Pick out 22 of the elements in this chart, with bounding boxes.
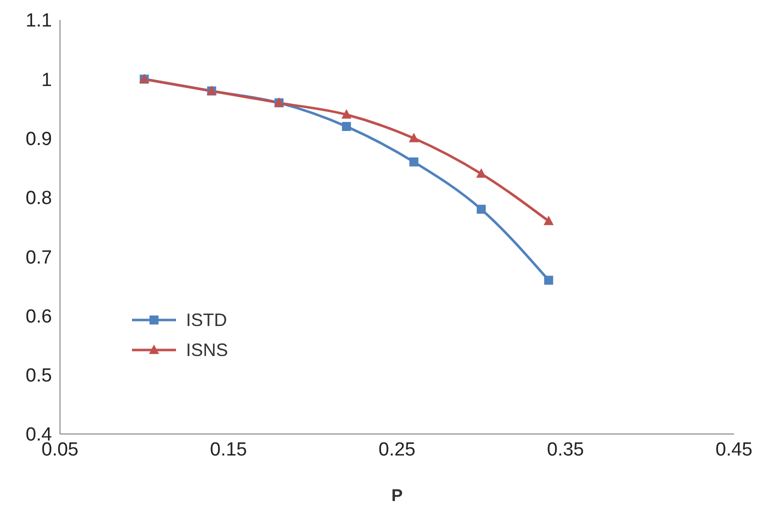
y-tick-label: 0.5 — [26, 366, 52, 387]
y-tick-label: 1 — [41, 70, 52, 91]
x-tick-label: 0.25 — [378, 439, 416, 460]
y-tick-label: 0.8 — [26, 188, 52, 210]
legend-label: ISNS — [186, 340, 228, 360]
y-tick-label: 1.1 — [26, 10, 52, 32]
point — [476, 168, 486, 178]
y-tick-label: 0.6 — [26, 306, 52, 328]
point — [544, 276, 554, 285]
x-axis-title: P — [391, 486, 403, 505]
point — [408, 132, 419, 142]
point — [342, 122, 351, 131]
x-tick-label: 0.45 — [716, 439, 752, 460]
point — [544, 216, 554, 226]
x-tick-label: 0.15 — [210, 439, 247, 460]
point — [341, 109, 352, 119]
x-tick-label: 0.35 — [547, 439, 584, 460]
point — [476, 204, 486, 214]
legend-label: ISTD — [186, 310, 228, 330]
y-tick-label: 0.9 — [26, 129, 52, 150]
y-tick-label: 0.7 — [26, 247, 52, 268]
point — [409, 157, 418, 166]
